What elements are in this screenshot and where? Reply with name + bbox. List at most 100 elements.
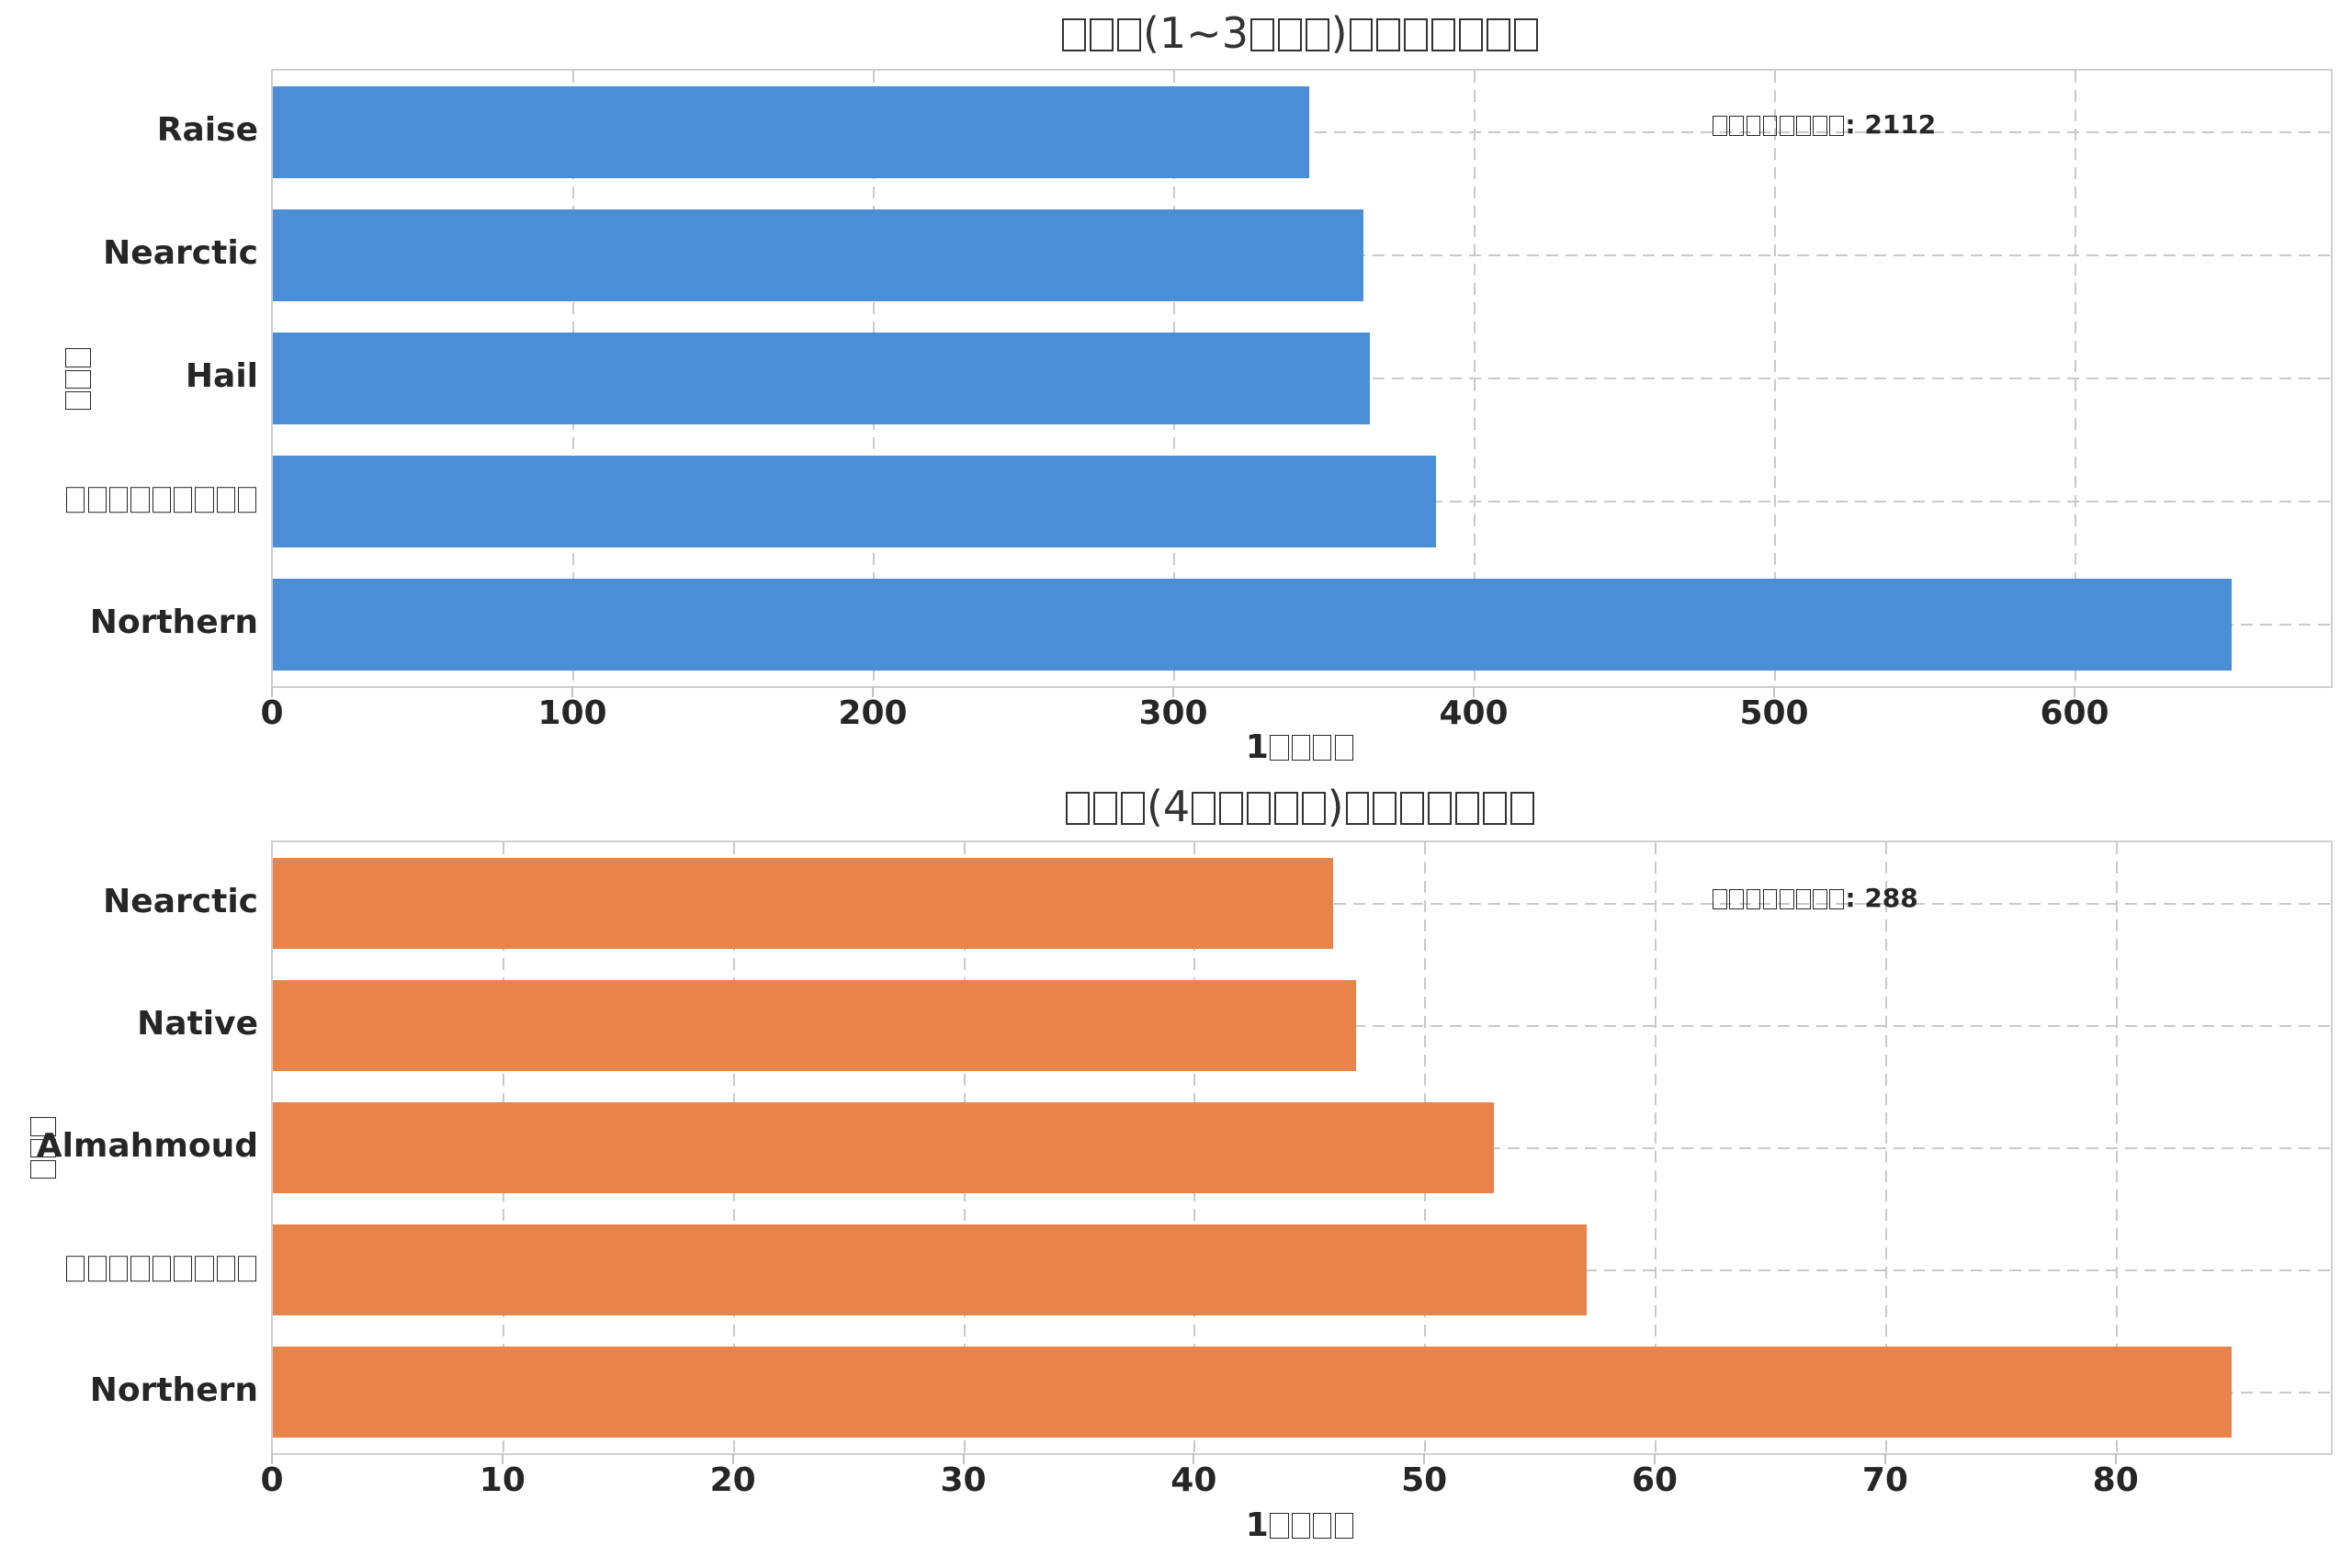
x-tick-mark bbox=[731, 1453, 734, 1464]
missing-glyph-box bbox=[1513, 18, 1538, 52]
missing-glyph-box bbox=[1713, 115, 1727, 136]
chart-title: (4) bbox=[271, 783, 2329, 831]
x-tick-label: 20 bbox=[709, 1461, 756, 1499]
missing-glyph-box bbox=[130, 487, 150, 513]
missing-glyph-box bbox=[238, 1255, 257, 1281]
x-axis-label: 1 bbox=[271, 1506, 2329, 1544]
x-tick-label: 0 bbox=[260, 694, 284, 732]
missing-glyph-box bbox=[174, 487, 193, 513]
missing-glyph-box bbox=[1796, 888, 1811, 909]
x-tick-label: 600 bbox=[2040, 694, 2109, 732]
missing-glyph-box bbox=[152, 1255, 171, 1281]
missing-glyph-box bbox=[1746, 115, 1761, 136]
category-label: Nearctic bbox=[103, 234, 258, 273]
bar bbox=[273, 857, 1333, 950]
x-tick-mark bbox=[1423, 1453, 1426, 1464]
category-label: Native bbox=[137, 1004, 258, 1043]
bar bbox=[273, 979, 1356, 1072]
x-tick-label: 10 bbox=[479, 1461, 526, 1499]
missing-glyph-box bbox=[1121, 792, 1145, 826]
missing-glyph-box bbox=[1291, 735, 1310, 761]
missing-glyph-box bbox=[1713, 888, 1727, 909]
category-label: Northern bbox=[89, 1371, 258, 1409]
x-tick-mark bbox=[1883, 1453, 1886, 1464]
missing-glyph-box bbox=[1345, 792, 1370, 826]
x-tick-mark bbox=[271, 1453, 273, 1464]
x-axis-label: 1 bbox=[271, 728, 2329, 766]
missing-glyph-box bbox=[1117, 18, 1141, 52]
missing-glyph-box bbox=[1813, 888, 1827, 909]
missing-glyph-box bbox=[1404, 18, 1429, 52]
category-label: Almahmoud bbox=[36, 1126, 258, 1165]
missing-glyph-box bbox=[1093, 792, 1118, 826]
category-label: Nearctic bbox=[103, 882, 258, 920]
missing-glyph-box bbox=[1247, 792, 1271, 826]
bar bbox=[273, 85, 1310, 179]
missing-glyph-box bbox=[1376, 18, 1401, 52]
missing-glyph-box bbox=[1813, 115, 1827, 136]
x-tick-label: 200 bbox=[838, 694, 908, 732]
missing-glyph-box bbox=[1313, 1513, 1332, 1540]
x-tick-mark bbox=[1654, 1453, 1657, 1464]
missing-glyph-box bbox=[1066, 792, 1091, 826]
chart-title: (1~3) bbox=[271, 9, 2329, 58]
bar bbox=[273, 578, 2233, 671]
missing-glyph-box bbox=[1796, 115, 1811, 136]
x-tick-label: 30 bbox=[940, 1461, 987, 1499]
missing-glyph-box bbox=[1762, 888, 1778, 909]
missing-glyph-box bbox=[1349, 18, 1374, 52]
missing-glyph-box bbox=[108, 487, 129, 513]
category-label: Hail bbox=[185, 357, 258, 396]
missing-glyph-box bbox=[1779, 115, 1794, 136]
missing-glyph-box bbox=[1486, 18, 1510, 52]
missing-glyph-box bbox=[216, 487, 236, 513]
missing-glyph-box bbox=[174, 1255, 193, 1281]
x-tick-mark bbox=[2074, 686, 2076, 697]
bar bbox=[273, 1224, 1587, 1316]
missing-glyph-box bbox=[1291, 1513, 1310, 1540]
x-tick-label: 80 bbox=[2092, 1461, 2139, 1499]
category-label: Raise bbox=[156, 111, 258, 150]
missing-glyph-box bbox=[66, 487, 85, 513]
missing-glyph-box bbox=[1746, 888, 1761, 909]
missing-glyph-box bbox=[130, 1255, 150, 1281]
plot-area bbox=[271, 840, 2333, 1455]
missing-glyph-box bbox=[1373, 792, 1397, 826]
missing-glyph-box bbox=[1062, 18, 1087, 52]
missing-glyph-box bbox=[1829, 115, 1845, 136]
x-tick-mark bbox=[962, 1453, 965, 1464]
x-tick-mark bbox=[1193, 1453, 1195, 1464]
missing-glyph-box bbox=[66, 1255, 85, 1281]
total-annotation: : 288 bbox=[1712, 883, 1918, 914]
missing-glyph-box bbox=[1219, 792, 1243, 826]
bar bbox=[273, 332, 1370, 425]
x-tick-label: 70 bbox=[1861, 1461, 1908, 1499]
missing-glyph-box bbox=[195, 487, 214, 513]
missing-glyph-box bbox=[1192, 792, 1216, 826]
missing-glyph-box bbox=[1459, 18, 1483, 52]
plot-area bbox=[271, 69, 2333, 688]
x-tick-mark bbox=[271, 686, 273, 697]
missing-glyph-box bbox=[195, 1255, 214, 1281]
missing-glyph-box bbox=[238, 487, 257, 513]
x-tick-label: 40 bbox=[1170, 1461, 1217, 1499]
missing-glyph-box bbox=[1301, 792, 1326, 826]
missing-glyph-box bbox=[152, 487, 171, 513]
missing-glyph-box bbox=[1273, 792, 1298, 826]
x-tick-mark bbox=[1172, 686, 1175, 697]
x-tick-label: 400 bbox=[1439, 694, 1509, 732]
missing-glyph-box bbox=[1455, 792, 1479, 826]
x-tick-label: 500 bbox=[1739, 694, 1809, 732]
category-label bbox=[0, 481, 258, 518]
x-tick-label: 0 bbox=[260, 1461, 284, 1499]
x-tick-mark bbox=[2114, 1453, 2117, 1464]
missing-glyph-box bbox=[1313, 735, 1332, 761]
x-tick-mark bbox=[1773, 686, 1776, 697]
x-tick-label: 100 bbox=[537, 694, 607, 732]
bar bbox=[273, 209, 1364, 302]
missing-glyph-box bbox=[1428, 792, 1452, 826]
missing-glyph-box bbox=[1431, 18, 1455, 52]
